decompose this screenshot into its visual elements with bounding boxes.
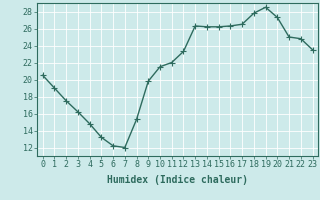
X-axis label: Humidex (Indice chaleur): Humidex (Indice chaleur) xyxy=(107,175,248,185)
